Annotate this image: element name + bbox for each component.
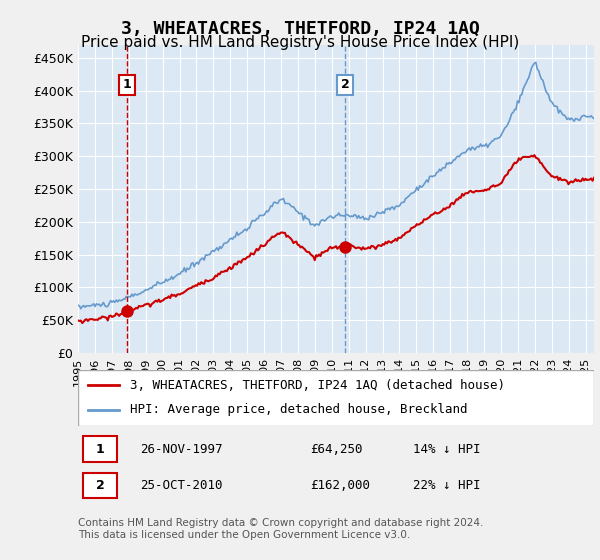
- Text: 1: 1: [122, 78, 131, 91]
- Text: 2: 2: [341, 78, 350, 91]
- Text: Contains HM Land Registry data © Crown copyright and database right 2024.
This d: Contains HM Land Registry data © Crown c…: [78, 518, 484, 540]
- Text: Price paid vs. HM Land Registry's House Price Index (HPI): Price paid vs. HM Land Registry's House …: [81, 35, 519, 50]
- Text: 2: 2: [96, 479, 104, 492]
- Text: 3, WHEATACRES, THETFORD, IP24 1AQ: 3, WHEATACRES, THETFORD, IP24 1AQ: [121, 20, 479, 38]
- FancyBboxPatch shape: [83, 436, 116, 462]
- Text: HPI: Average price, detached house, Breckland: HPI: Average price, detached house, Brec…: [130, 403, 467, 417]
- FancyBboxPatch shape: [78, 370, 594, 426]
- Text: 25-OCT-2010: 25-OCT-2010: [140, 479, 223, 492]
- Text: £64,250: £64,250: [310, 442, 363, 455]
- Text: 26-NOV-1997: 26-NOV-1997: [140, 442, 223, 455]
- Text: 14% ↓ HPI: 14% ↓ HPI: [413, 442, 481, 455]
- FancyBboxPatch shape: [83, 473, 116, 498]
- Text: 3, WHEATACRES, THETFORD, IP24 1AQ (detached house): 3, WHEATACRES, THETFORD, IP24 1AQ (detac…: [130, 379, 505, 392]
- Text: 22% ↓ HPI: 22% ↓ HPI: [413, 479, 481, 492]
- Text: 1: 1: [96, 442, 104, 455]
- Text: £162,000: £162,000: [310, 479, 370, 492]
